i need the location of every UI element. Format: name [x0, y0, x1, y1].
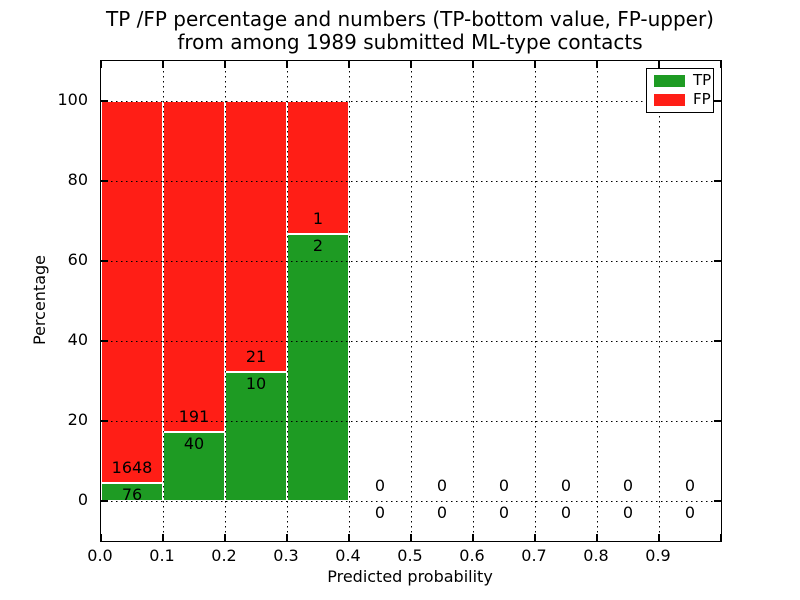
tick-mark-top	[224, 61, 226, 68]
plot-area: TP FP 1648 76 191 40 21 10 1 2 0 0 0 0 0 0 0 0 0 0 0 0	[100, 60, 722, 542]
annotation-tp-count: 0	[622, 503, 634, 522]
annotation-fp-count: 0	[498, 476, 510, 495]
legend-swatch-tp	[654, 75, 685, 87]
gridline-vertical	[411, 61, 412, 541]
annotation-fp-count: 0	[436, 476, 448, 495]
tick-mark-bottom	[224, 534, 226, 541]
x-tick-label: 0.4	[335, 546, 361, 565]
legend-label-fp: FP	[693, 90, 711, 108]
gridline-vertical	[535, 61, 536, 541]
gridline-vertical	[163, 61, 164, 541]
y-tick-label: 20	[67, 410, 88, 429]
y-tick-label: 80	[67, 170, 88, 189]
bar-segment-fp	[163, 101, 225, 432]
annotation-tp-count: 0	[436, 503, 448, 522]
legend-entry-fp: FP	[647, 90, 713, 108]
bar-segment-tp	[101, 483, 163, 501]
tick-mark-left	[101, 180, 108, 182]
tick-mark-left	[101, 260, 108, 262]
annotation-tp-count: 2	[312, 236, 324, 256]
x-tick-label: 0.8	[583, 546, 609, 565]
annotation-fp-count: 21	[245, 346, 267, 366]
legend-swatch-fp	[654, 94, 685, 106]
tick-mark-top	[410, 61, 412, 68]
tick-mark-top	[286, 61, 288, 68]
tick-mark-top	[658, 61, 660, 68]
tick-mark-bottom	[472, 534, 474, 541]
tick-mark-bottom	[100, 534, 102, 541]
annotation-tp-count: 0	[498, 503, 510, 522]
gridline-vertical	[473, 61, 474, 541]
y-tick-label: 100	[57, 90, 88, 109]
x-tick-label: 0.0	[87, 546, 113, 565]
legend-entry-tp: TP	[647, 71, 713, 89]
bar-segment-tp	[287, 234, 349, 501]
tick-mark-left	[101, 420, 108, 422]
gridline-vertical	[659, 61, 660, 541]
chart-title-line1: TP /FP percentage and numbers (TP-bottom…	[106, 7, 714, 31]
x-tick-label: 0.2	[211, 546, 237, 565]
gridline-vertical	[287, 61, 288, 541]
annotation-fp-count: 191	[178, 406, 210, 426]
legend-label-tp: TP	[693, 71, 712, 89]
annotation-tp-count: 0	[560, 503, 572, 522]
chart-title-line2: from among 1989 submitted ML-type contac…	[177, 30, 643, 54]
tick-mark-bottom	[720, 534, 722, 541]
tick-mark-top	[162, 61, 164, 68]
annotation-fp-count: 0	[684, 476, 696, 495]
tick-mark-bottom	[410, 534, 412, 541]
x-tick-label: 0.1	[149, 546, 175, 565]
gridline-vertical	[349, 61, 350, 541]
tick-mark-right	[714, 500, 721, 502]
y-tick-label: 60	[67, 250, 88, 269]
bar-segment-fp	[101, 101, 163, 484]
tick-mark-top	[534, 61, 536, 68]
tick-mark-right	[714, 260, 721, 262]
tick-mark-bottom	[348, 534, 350, 541]
tick-mark-bottom	[596, 534, 598, 541]
tick-mark-left	[101, 500, 108, 502]
annotation-fp-count: 0	[560, 476, 572, 495]
y-tick-label: 40	[67, 330, 88, 349]
annotation-tp-count: 0	[684, 503, 696, 522]
tick-mark-bottom	[658, 534, 660, 541]
gridline-vertical	[597, 61, 598, 541]
tick-mark-left	[101, 100, 108, 102]
x-tick-label: 0.7	[521, 546, 547, 565]
y-tick-label: 0	[77, 490, 88, 509]
tick-mark-bottom	[286, 534, 288, 541]
tick-mark-right	[714, 340, 721, 342]
tick-mark-left	[101, 340, 108, 342]
annotation-fp-count: 0	[622, 476, 634, 495]
tick-mark-right	[714, 100, 721, 102]
tick-mark-top	[720, 61, 722, 68]
x-tick-label: 0.3	[273, 546, 299, 565]
annotation-tp-count: 40	[183, 433, 205, 453]
tick-mark-right	[714, 180, 721, 182]
tick-mark-top	[100, 61, 102, 68]
tick-mark-bottom	[534, 534, 536, 541]
x-tick-label: 0.6	[459, 546, 485, 565]
tick-mark-right	[714, 420, 721, 422]
annotation-fp-count: 1	[312, 209, 324, 229]
gridline-vertical	[225, 61, 226, 541]
tick-mark-top	[596, 61, 598, 68]
bar-segment-fp	[225, 101, 287, 372]
x-axis-label: Predicted probability	[327, 567, 493, 586]
x-tick-label: 0.5	[397, 546, 423, 565]
y-axis-label: Percentage	[30, 255, 49, 346]
x-tick-label: 0.9	[645, 546, 671, 565]
tick-mark-top	[348, 61, 350, 68]
legend: TP FP	[646, 68, 714, 113]
annotation-tp-count: 0	[374, 503, 386, 522]
annotation-fp-count: 1648	[111, 458, 153, 478]
annotation-fp-count: 0	[374, 476, 386, 495]
bar-segment-tp	[163, 431, 225, 501]
annotation-tp-count: 76	[121, 485, 143, 505]
tick-mark-top	[472, 61, 474, 68]
tick-mark-bottom	[162, 534, 164, 541]
annotation-tp-count: 10	[245, 373, 267, 393]
